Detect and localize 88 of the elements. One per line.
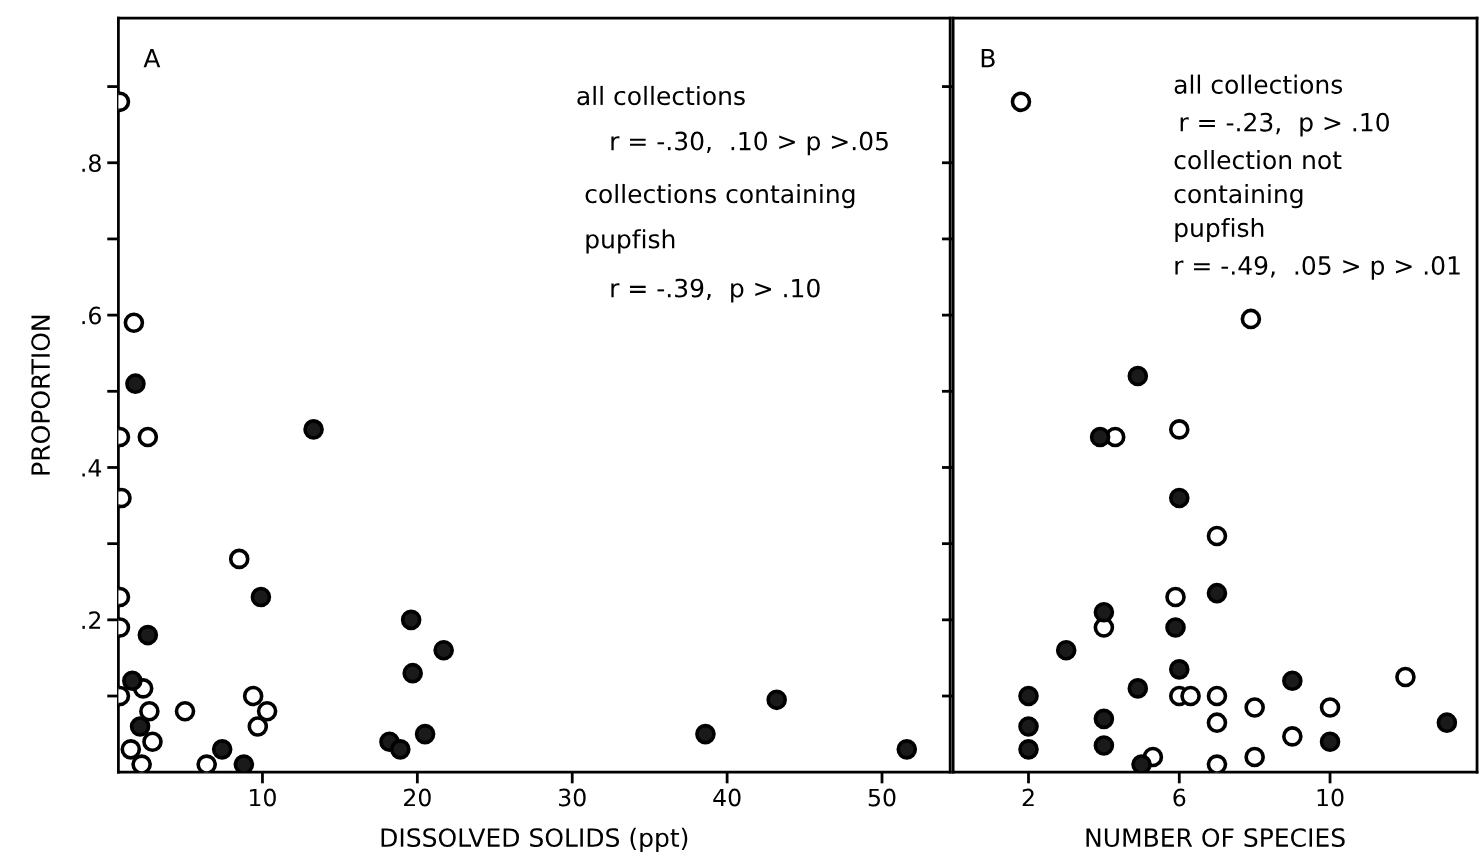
point: [233, 754, 255, 773]
point: [1018, 739, 1039, 760]
point: [137, 624, 159, 646]
point: [125, 373, 146, 394]
point: [1206, 525, 1228, 547]
point: [1089, 426, 1111, 448]
annotation: r = -.30, .10 > p >.05: [611, 131, 888, 156]
point: [766, 689, 787, 711]
point: [433, 640, 454, 661]
point: [1093, 601, 1115, 623]
point: [1395, 666, 1416, 688]
point: [129, 716, 151, 737]
point: [1240, 308, 1262, 330]
point: [250, 586, 272, 608]
annotation: containing: [1174, 183, 1303, 209]
point: [303, 419, 324, 440]
point: [139, 700, 160, 722]
point: [896, 739, 918, 760]
x-tick-label: 40: [713, 788, 741, 807]
annotation: collection not: [1174, 150, 1342, 170]
point: [211, 739, 233, 760]
point: [1436, 712, 1458, 733]
point: [1168, 659, 1190, 680]
x-tick-label: 20: [404, 788, 431, 807]
point: [122, 670, 143, 692]
point: [1131, 754, 1152, 773]
x-axis-title: DISSOLVED SOLIDS (ppt): [381, 827, 688, 852]
y-axis-title: PROPORTION: [31, 315, 51, 475]
point: [1018, 716, 1039, 737]
point: [1206, 712, 1228, 733]
point: [414, 723, 436, 745]
point: [400, 609, 422, 631]
point: [1127, 365, 1149, 387]
point: [1282, 670, 1303, 692]
point: [1180, 685, 1201, 707]
point: [1319, 697, 1341, 718]
point: [1093, 735, 1115, 756]
annotation: all collections: [1174, 74, 1343, 94]
point: [1244, 746, 1265, 768]
annotation: r = -.23, p > .10: [1180, 112, 1389, 137]
point: [1168, 487, 1190, 509]
y-tick-label: .4: [82, 459, 102, 477]
point: [1018, 685, 1039, 707]
point: [402, 662, 424, 684]
x-axis-title: NUMBER OF SPECIES: [1086, 828, 1345, 848]
point: [1093, 708, 1115, 730]
point: [1165, 586, 1186, 608]
x-tick-label: 50: [868, 788, 896, 807]
point: [242, 685, 264, 707]
annotation: B: [981, 48, 995, 68]
point: [256, 700, 278, 722]
point: [1206, 685, 1228, 707]
point: [1282, 726, 1303, 747]
point: [247, 716, 269, 737]
point: [1244, 697, 1265, 718]
point: [228, 548, 250, 570]
point: [174, 700, 196, 722]
point: [123, 312, 145, 334]
point: [137, 426, 159, 448]
point: [196, 754, 217, 773]
y-tick-label: .2: [82, 611, 101, 629]
annotation: pupfish: [586, 229, 675, 254]
point: [1010, 91, 1032, 113]
point: [1319, 731, 1341, 753]
point: [131, 754, 152, 773]
x-tick-label: 6: [1173, 788, 1186, 807]
point: [695, 723, 716, 745]
y-tick-label: .6: [82, 306, 101, 325]
point: [389, 739, 411, 760]
annotation: r = -.39, p > .10: [611, 278, 820, 303]
x-tick-label: 10: [250, 788, 276, 807]
point: [1168, 419, 1190, 440]
point: [1206, 582, 1228, 604]
point: [120, 739, 142, 760]
point: [1165, 617, 1186, 638]
point: [1055, 640, 1077, 661]
point: [1206, 754, 1228, 773]
point: [1127, 678, 1149, 699]
annotation: collections containing: [585, 183, 855, 209]
y-tick-label: .8: [82, 154, 101, 173]
x-tick-label: 10: [1317, 788, 1344, 807]
x-tick-label: 2: [1022, 788, 1034, 807]
annotation: pupfish: [1175, 217, 1264, 243]
annotation: r = -.49, .05 > p > .01: [1175, 256, 1460, 280]
annotation: A: [143, 48, 161, 68]
annotation: all collections: [577, 85, 745, 106]
x-tick-label: 30: [559, 788, 586, 807]
point: [142, 731, 163, 753]
